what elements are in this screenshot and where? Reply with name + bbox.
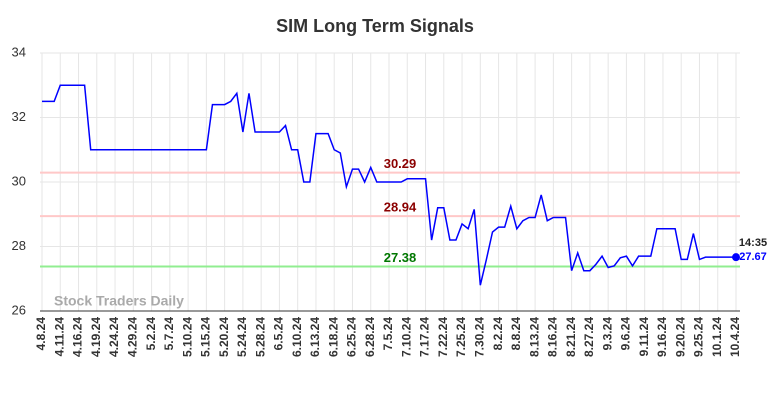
x-tick-label: 6.28.24: [363, 317, 377, 357]
x-tick-label: 6.10.24: [290, 317, 304, 357]
last-value: 27.67: [739, 251, 767, 263]
x-tick-label: 7.22.24: [436, 317, 450, 357]
x-tick-label: 7.17.24: [418, 317, 432, 357]
signal-label: 27.38: [384, 250, 417, 265]
signal-label: 30.29: [384, 156, 417, 171]
x-tick-label: 7.30.24: [472, 317, 486, 357]
x-tick-label: 4.16.24: [71, 317, 85, 357]
x-tick-label: 9.25.24: [692, 317, 706, 357]
x-tick-label: 7.25.24: [454, 317, 468, 357]
x-tick-label: 10.1.24: [710, 317, 724, 357]
x-tick-label: 7.10.24: [399, 317, 413, 357]
x-tick-label: 8.13.24: [527, 317, 541, 357]
x-tick-label: 9.6.24: [619, 317, 633, 351]
chart-title: SIM Long Term Signals: [276, 16, 474, 36]
x-tick-label: 4.24.24: [107, 317, 121, 357]
x-tick-label: 9.11.24: [637, 317, 651, 357]
y-tick-label: 34: [12, 44, 26, 59]
x-tick-label: 8.2.24: [491, 317, 505, 351]
y-tick-label: 28: [12, 238, 26, 253]
x-tick-label: 8.8.24: [509, 317, 523, 351]
x-tick-label: 6.25.24: [345, 317, 359, 357]
price-line: [42, 84, 736, 286]
x-tick-label: 5.15.24: [199, 317, 213, 357]
x-tick-label: 9.20.24: [673, 317, 687, 357]
x-tick-label: 10.4.24: [728, 317, 742, 357]
x-tick-label: 4.19.24: [89, 317, 103, 357]
x-tick-label: 8.16.24: [546, 317, 560, 357]
last-time: 14:35: [739, 237, 767, 249]
x-tick-label: 4.29.24: [125, 317, 139, 357]
watermark: Stock Traders Daily: [54, 293, 184, 309]
last-point: [732, 253, 740, 262]
x-tick-label: 5.24.24: [235, 317, 249, 357]
x-tick-label: 4.8.24: [34, 317, 48, 351]
x-tick-label: 5.7.24: [162, 317, 176, 351]
y-tick-label: 26: [12, 302, 26, 317]
x-tick-label: 5.2.24: [144, 317, 158, 351]
x-tick-label: 9.3.24: [600, 317, 614, 351]
x-tick-label: 6.5.24: [272, 317, 286, 351]
y-tick-label: 32: [12, 109, 26, 124]
x-tick-label: 5.28.24: [253, 317, 267, 357]
signal-label: 28.94: [384, 200, 417, 215]
x-tick-label: 4.11.24: [52, 317, 66, 357]
x-tick-label: 5.10.24: [180, 317, 194, 357]
x-tick-label: 6.13.24: [308, 317, 322, 357]
x-tick-label: 8.21.24: [564, 317, 578, 357]
x-tick-label: 5.20.24: [217, 317, 231, 357]
y-tick-label: 30: [12, 173, 26, 188]
x-tick-label: 8.27.24: [582, 317, 596, 357]
x-tick-label: 6.18.24: [326, 317, 340, 357]
x-tick-label: 7.5.24: [381, 317, 395, 351]
x-tick-label: 9.16.24: [655, 317, 669, 357]
